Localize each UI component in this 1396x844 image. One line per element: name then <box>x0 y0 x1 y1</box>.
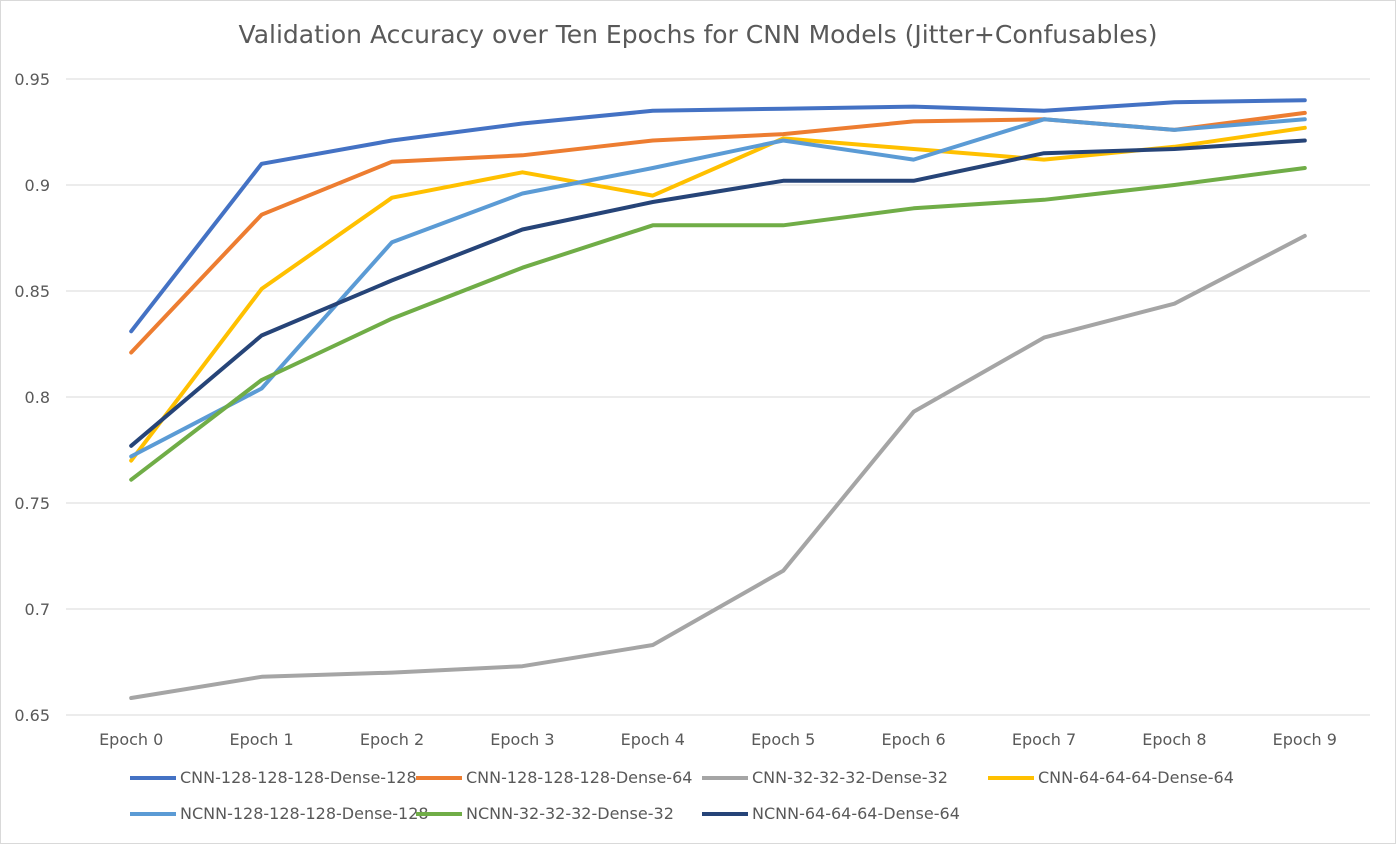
x-tick-label: Epoch 5 <box>751 730 815 749</box>
gridlines <box>66 78 1370 716</box>
y-tick-label: 0.85 <box>14 282 50 301</box>
x-tick-label: Epoch 8 <box>1142 730 1206 749</box>
y-tick-label: 0.7 <box>25 600 50 619</box>
series-line-7 <box>129 138 1307 448</box>
legend-item: CNN-32-32-32-Dense-32 <box>702 768 948 787</box>
legend-item: NCNN-128-128-128-Dense-128 <box>130 804 429 823</box>
legend-item: NCNN-32-32-32-Dense-32 <box>416 804 674 823</box>
x-axis-ticks: Epoch 0 Epoch 1 Epoch 2 Epoch 3 Epoch 4 Epoch… <box>99 730 1337 749</box>
legend-label: NCNN-32-32-32-Dense-32 <box>466 804 674 823</box>
legend-swatch <box>702 775 748 780</box>
x-tick-label: Epoch 0 <box>99 730 163 749</box>
legend-label: CNN-64-64-64-Dense-64 <box>1038 768 1234 787</box>
legend-swatch <box>130 811 176 816</box>
legend-swatch <box>416 811 462 816</box>
legend-label: CNN-128-128-128-Dense-64 <box>466 768 693 787</box>
x-tick-label: Epoch 4 <box>621 730 685 749</box>
series-lines <box>129 98 1307 700</box>
series-line-4 <box>129 125 1307 463</box>
legend-swatch <box>988 775 1034 780</box>
series-line-5 <box>129 117 1307 459</box>
legend-label: NCNN-64-64-64-Dense-64 <box>752 804 960 823</box>
legend-item: CNN-128-128-128-Dense-128 <box>130 768 417 787</box>
y-axis-ticks: 0.65 0.7 0.75 0.8 0.85 0.9 0.95 <box>14 70 50 725</box>
legend-label: CNN-32-32-32-Dense-32 <box>752 768 948 787</box>
legend-item: CNN-64-64-64-Dense-64 <box>988 768 1234 787</box>
series-line-6 <box>129 166 1307 482</box>
legend-item: CNN-128-128-128-Dense-64 <box>416 768 692 787</box>
y-tick-label: 0.9 <box>25 176 50 195</box>
legend-swatch <box>130 775 176 780</box>
x-tick-label: Epoch 7 <box>1012 730 1076 749</box>
x-tick-label: Epoch 6 <box>881 730 945 749</box>
legend-label: NCNN-128-128-128-Dense-128 <box>180 804 429 823</box>
y-tick-label: 0.8 <box>25 388 50 407</box>
line-chart: 0.65 0.7 0.75 0.8 0.85 0.9 0.95 Epoch 0 Epoch 1… <box>14 70 1370 749</box>
series-line-1 <box>129 98 1307 334</box>
legend-label: CNN-128-128-128-Dense-128 <box>180 768 417 787</box>
legend-swatch <box>416 775 462 780</box>
legend-swatch <box>702 811 748 816</box>
series-line-3 <box>129 233 1307 700</box>
x-tick-label: Epoch 1 <box>229 730 293 749</box>
y-tick-label: 0.75 <box>14 494 50 513</box>
chart-title: Validation Accuracy over Ten Epochs for … <box>238 20 1158 49</box>
y-tick-label: 0.95 <box>14 70 50 89</box>
x-tick-label: Epoch 9 <box>1273 730 1337 749</box>
x-tick-label: Epoch 2 <box>360 730 424 749</box>
x-tick-label: Epoch 3 <box>490 730 554 749</box>
legend-item: NCNN-64-64-64-Dense-64 <box>702 804 960 823</box>
y-tick-label: 0.65 <box>14 706 50 725</box>
